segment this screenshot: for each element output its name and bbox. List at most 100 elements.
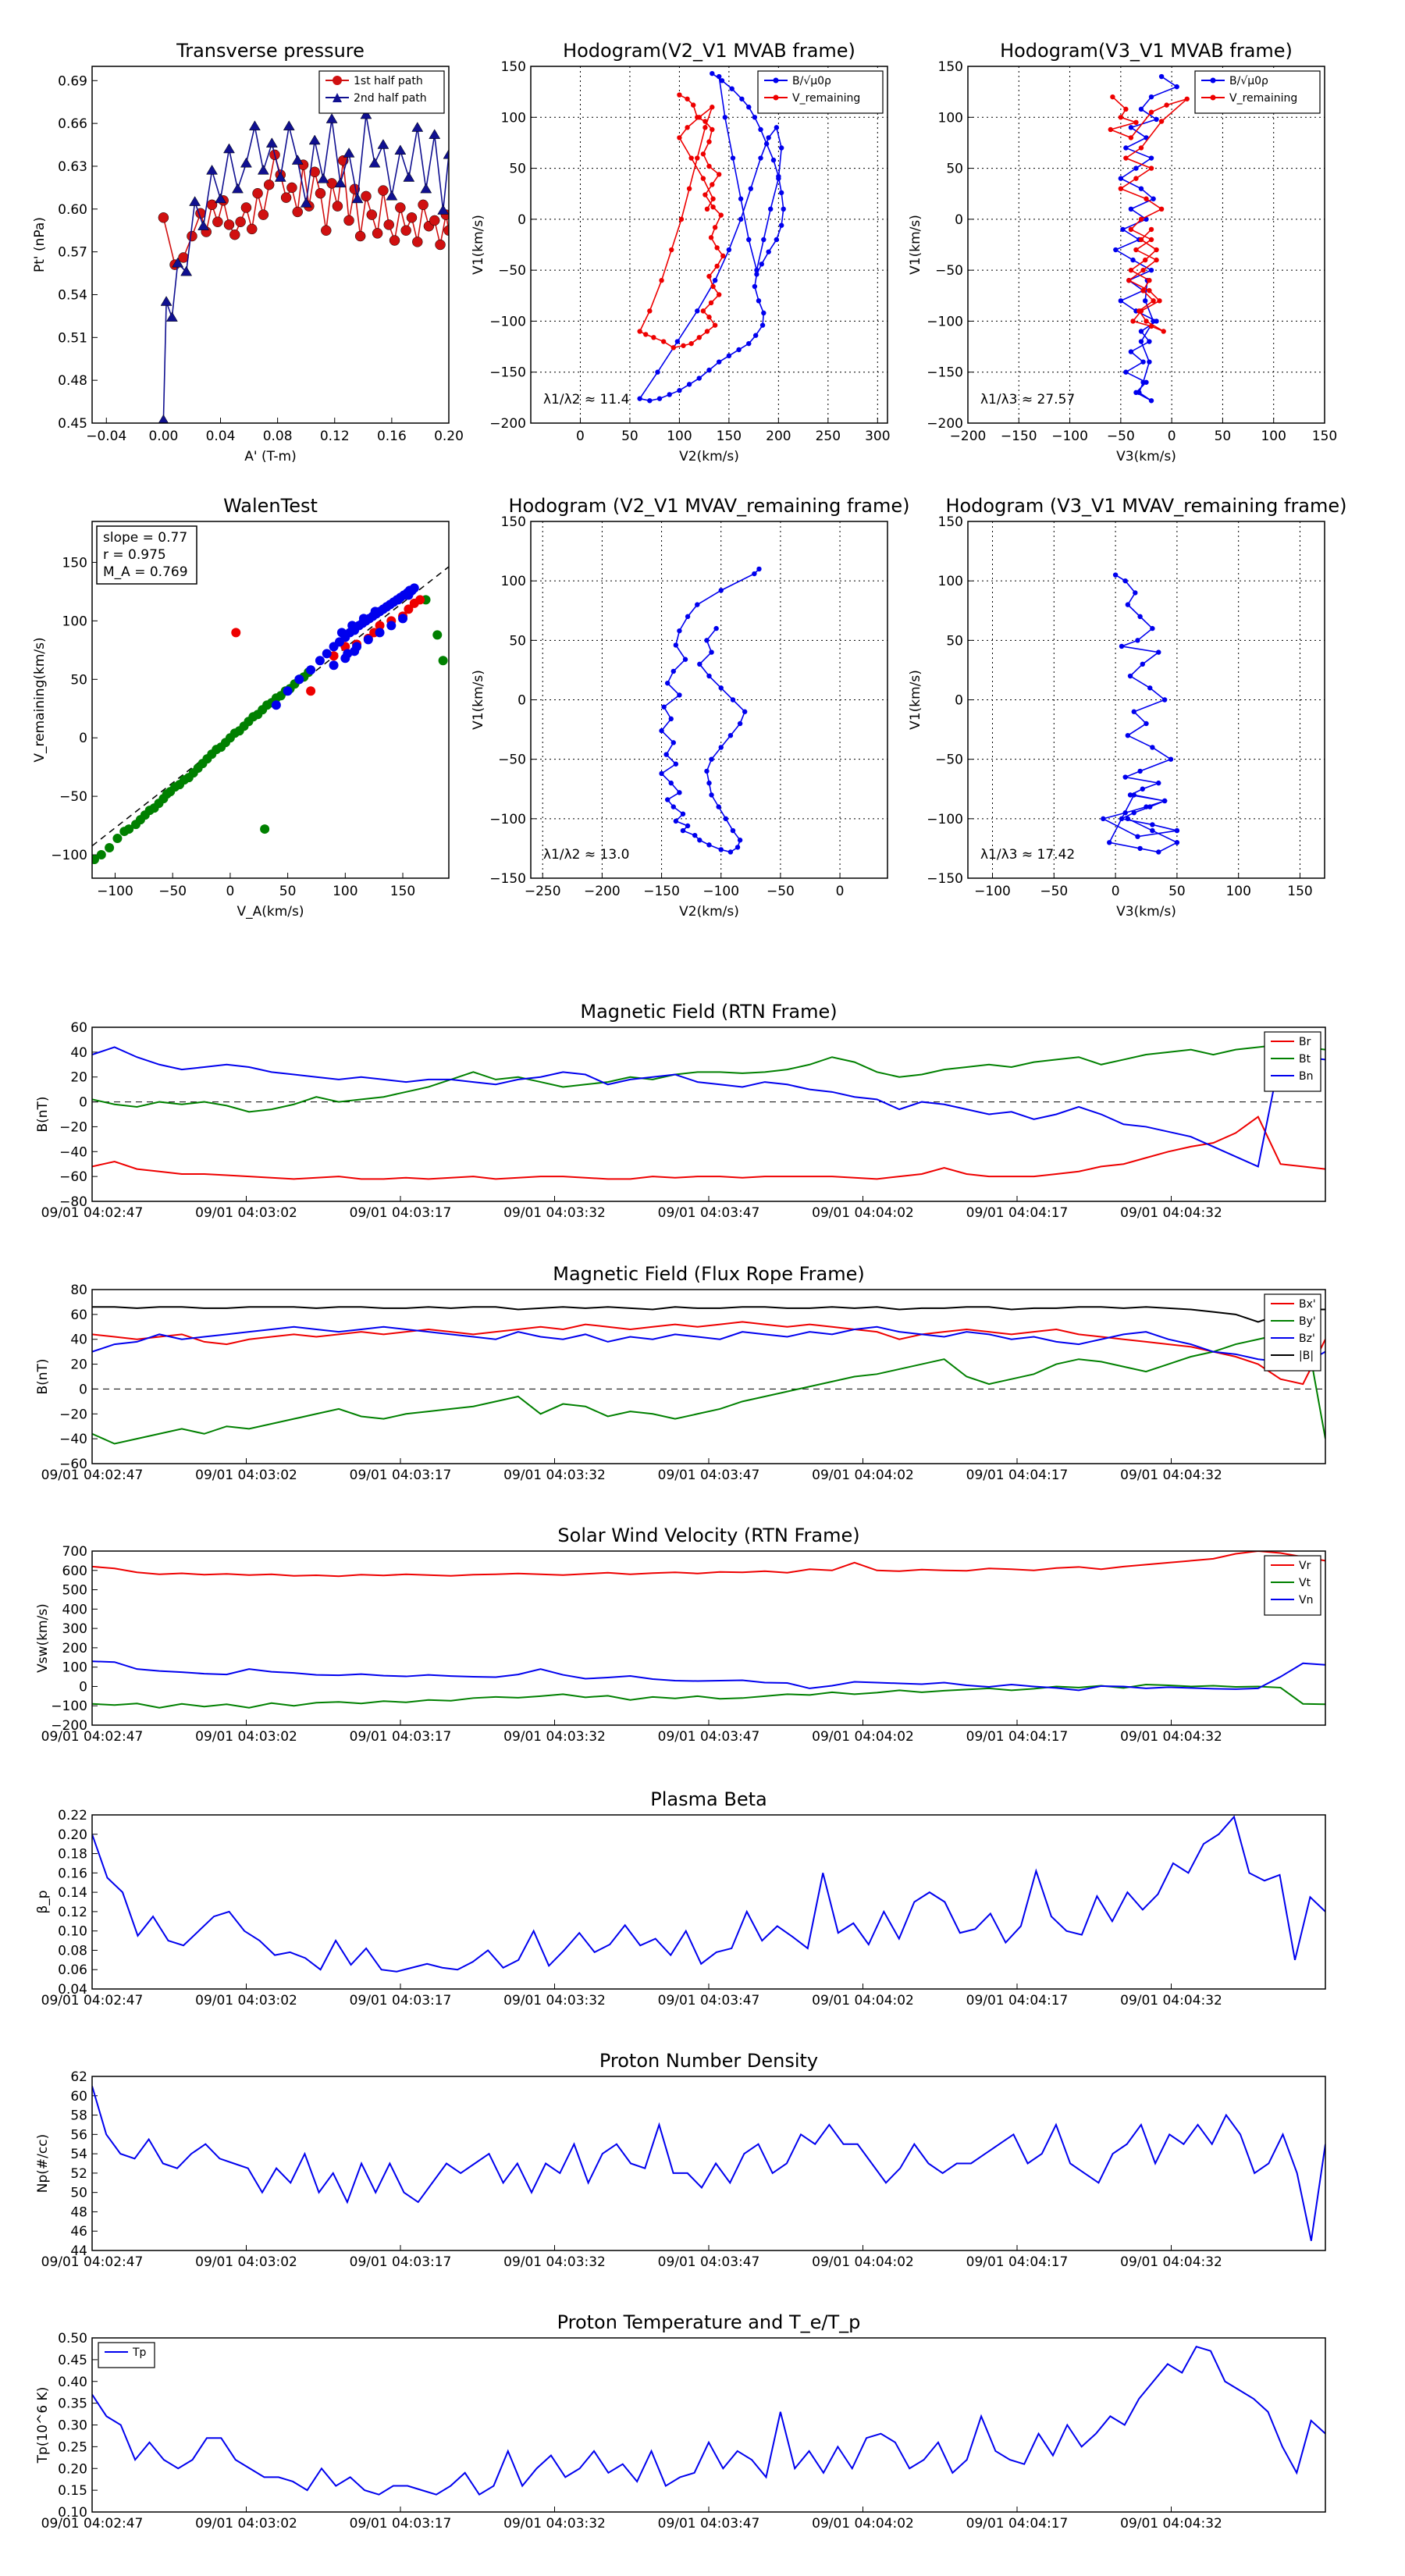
x-tick-label: −0.04 <box>86 429 126 444</box>
data-point <box>350 646 360 656</box>
data-point <box>690 102 696 108</box>
y-tick-label: 40 <box>70 1045 87 1061</box>
data-point <box>1138 216 1144 222</box>
legend-label: 2nd half path <box>354 92 427 105</box>
data-point <box>643 332 649 337</box>
data-point <box>280 192 292 203</box>
x-tick-label: −200 <box>584 884 621 899</box>
chart-h2: Hodogram(V3_V1 MVAB frame) −200 −150 −100 −5… <box>908 40 1337 464</box>
data-point <box>1136 308 1142 314</box>
series-Tp <box>92 2345 1325 2496</box>
y-tick-label: 0.04 <box>58 1982 87 1998</box>
legend: Bx' By' Bz' |B| <box>1264 1293 1321 1372</box>
x-tick-label: 09/01 04:02:47 <box>41 1993 144 2008</box>
data-point <box>1130 318 1136 324</box>
data-point <box>398 614 408 624</box>
y-tick-label: −100 <box>51 1699 87 1714</box>
data-point <box>716 359 722 365</box>
data-point <box>688 155 694 161</box>
data-point <box>415 595 425 605</box>
data-point <box>1138 145 1144 151</box>
series-line <box>92 1815 1325 1973</box>
data-point <box>1184 96 1190 101</box>
x-tick-label: 09/01 04:03:32 <box>503 2254 606 2270</box>
data-point <box>1110 94 1115 100</box>
data-point <box>223 143 235 154</box>
x-tick-label: 09/01 04:04:17 <box>966 2516 1069 2532</box>
data-point <box>1174 840 1180 845</box>
data-point <box>334 177 347 188</box>
y-tick-label: 0 <box>79 731 87 746</box>
data-point <box>778 190 784 196</box>
data-point <box>726 247 732 253</box>
data-point <box>1138 237 1144 243</box>
series-1st half path <box>158 149 449 270</box>
data-point <box>1168 756 1174 762</box>
data-point <box>1148 109 1154 115</box>
data-point <box>1140 661 1145 667</box>
data-point <box>215 193 226 204</box>
x-tick-label: 09/01 04:04:32 <box>1120 1205 1222 1221</box>
x-tick-label: 50 <box>621 429 638 444</box>
data-point <box>714 245 720 251</box>
chart-title: Hodogram (V2_V1 MVAV_remaining frame) <box>508 495 909 517</box>
data-point <box>1122 810 1128 816</box>
y-tick-label: 0 <box>955 212 963 228</box>
data-point <box>730 697 736 703</box>
data-point <box>702 125 708 130</box>
data-point <box>1148 398 1154 404</box>
x-tick-label: −100 <box>1051 429 1088 444</box>
y-tick-label: 0.10 <box>58 2505 87 2521</box>
plot-frame <box>967 66 1325 424</box>
legend-label: Bn <box>1299 1070 1313 1083</box>
y-tick-label: 0.54 <box>58 287 87 303</box>
data-point <box>292 206 303 218</box>
data-point <box>655 369 660 375</box>
y-tick-label: 100 <box>938 574 963 589</box>
data-point <box>1131 810 1136 816</box>
data-point <box>681 343 686 348</box>
data-point <box>766 135 771 141</box>
data-point <box>347 621 357 631</box>
data-point <box>709 792 714 798</box>
x-tick-label: 09/01 04:03:17 <box>350 1729 452 1745</box>
data-point <box>246 223 258 235</box>
data-point <box>677 388 682 393</box>
y-tick-label: 0.66 <box>58 116 87 132</box>
data-point <box>271 700 281 710</box>
x-axis-label: V3(km/s) <box>1116 904 1176 920</box>
series-0 <box>92 2086 1325 2241</box>
data-point <box>235 216 246 228</box>
series-line <box>92 1306 1325 1323</box>
data-point <box>1133 119 1139 126</box>
series-Vt <box>92 1683 1325 1709</box>
data-point <box>1128 226 1134 233</box>
y-tick-label: 100 <box>501 110 526 126</box>
y-tick-label: −40 <box>59 1144 87 1160</box>
data-point <box>1154 257 1159 263</box>
data-point <box>686 382 692 387</box>
x-tick-label: 150 <box>1287 884 1312 899</box>
data-point <box>706 139 712 144</box>
data-point <box>759 322 766 328</box>
data-point <box>1150 822 1155 827</box>
y-tick-label: 400 <box>62 1602 87 1617</box>
data-point <box>647 308 653 314</box>
data-point <box>1147 288 1152 294</box>
data-point <box>695 155 700 161</box>
chart-title: Transverse pressure <box>176 40 365 62</box>
x-tick-label: 09/01 04:04:17 <box>966 1993 1069 2008</box>
data-point <box>394 144 407 155</box>
x-tick-label: 0.08 <box>263 429 293 444</box>
data-point <box>1148 226 1154 233</box>
data-point <box>647 398 653 404</box>
y-axis-label: V1(km/s) <box>908 670 923 730</box>
chart-title: Solar Wind Velocity (RTN Frame) <box>557 1525 859 1546</box>
y-tick-label: 54 <box>70 2147 87 2162</box>
data-point <box>382 602 392 612</box>
data-point <box>260 824 270 834</box>
data-point <box>160 296 173 306</box>
series-0 <box>1101 572 1180 855</box>
data-point <box>378 185 389 196</box>
legend: B/√μ0ρ V_remaining <box>757 70 884 114</box>
